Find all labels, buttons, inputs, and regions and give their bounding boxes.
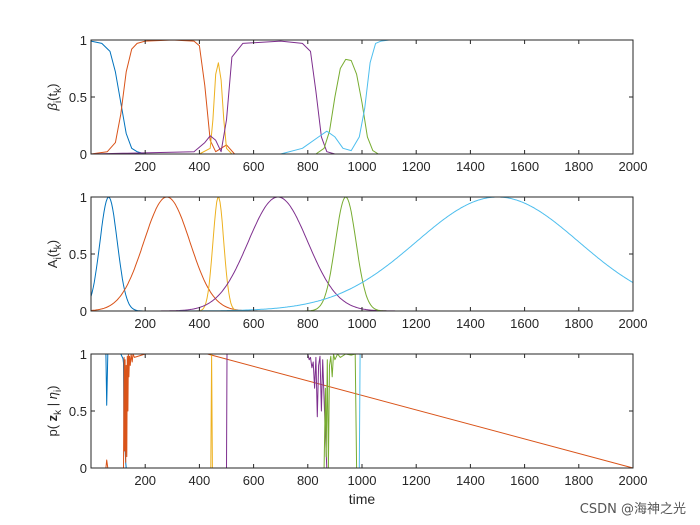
activation-xtick-label: 1200 xyxy=(402,316,431,331)
activation-ylabel: Ai(tk) xyxy=(45,240,64,268)
activation-ticks: 200 400 600 800 1000 1200 1400 1600 1800 2000 0 0.5… xyxy=(69,190,648,331)
likelihood-xtick-label: 600 xyxy=(243,473,265,488)
beta-ticks: 200 400 600 800 1000 1200 1400 1600 1800 2000 0 0.5… xyxy=(69,33,648,174)
activation-xtick-label: 600 xyxy=(243,316,265,331)
activation-xtick-label: 1000 xyxy=(348,316,377,331)
activation-xtick-label: 1600 xyxy=(510,316,539,331)
likelihood-ytick-label: 1 xyxy=(80,347,87,362)
likelihood-ytick-label: 0.5 xyxy=(69,404,87,419)
likelihood-xtick-label: 1400 xyxy=(456,473,485,488)
activation-xtick-label: 400 xyxy=(189,316,211,331)
likelihood-ytick-label: 0 xyxy=(80,461,87,476)
activation-ytick-label: 0 xyxy=(80,304,87,319)
activation-subplot: 200 400 600 800 1000 1200 1400 1600 1800 2000 0 0.5… xyxy=(45,190,647,331)
beta-xtick-label: 1000 xyxy=(348,159,377,174)
likelihood-xtick-label: 1200 xyxy=(402,473,431,488)
beta-ytick-label: 0.5 xyxy=(69,90,87,105)
beta-xtick-label: 1200 xyxy=(402,159,431,174)
beta-xtick-label: 2000 xyxy=(619,159,648,174)
beta-xtick-label: 800 xyxy=(297,159,319,174)
activation-xtick-label: 2000 xyxy=(619,316,648,331)
beta-xtick-label: 600 xyxy=(243,159,265,174)
activation-xtick-label: 800 xyxy=(297,316,319,331)
likelihood-series-1 xyxy=(91,353,633,469)
likelihood-xtick-label: 800 xyxy=(297,473,319,488)
activation-ytick-label: 0.5 xyxy=(69,247,87,262)
activation-xtick-label: 1800 xyxy=(564,316,593,331)
time-xlabel: time xyxy=(349,491,376,507)
likelihood-series-5 xyxy=(91,353,633,469)
watermark: CSDN @海神之光 xyxy=(579,502,686,517)
beta-ylabel: βi(tk) xyxy=(45,84,64,112)
likelihood-ticks: 200 400 600 800 1000 1200 1400 1600 1800 2000 0 0.5… xyxy=(69,347,648,488)
activation-ytick-label: 1 xyxy=(80,190,87,205)
beta-series-5 xyxy=(91,58,633,155)
beta-plot-area xyxy=(91,40,633,154)
activation-plot-area xyxy=(91,197,633,311)
likelihood-subplot: 200 400 600 800 1000 1200 1400 1600 1800 2000 0 0.5… xyxy=(45,347,647,507)
beta-series-4 xyxy=(90,40,633,155)
likelihood-xtick-label: 400 xyxy=(189,473,211,488)
beta-ytick-label: 0 xyxy=(80,147,87,162)
beta-xtick-label: 1600 xyxy=(510,159,539,174)
beta-xtick-label: 1400 xyxy=(456,159,485,174)
likelihood-xtick-label: 2000 xyxy=(619,473,648,488)
beta-series-3 xyxy=(91,62,633,155)
beta-series-group xyxy=(90,39,633,155)
activation-xtick-label: 1400 xyxy=(456,316,485,331)
beta-ytick-label: 1 xyxy=(80,33,87,48)
beta-series-6 xyxy=(91,39,633,155)
likelihood-xtick-label: 1000 xyxy=(348,473,377,488)
beta-subplot: 200 400 600 800 1000 1200 1400 1600 1800 2000 0 0.5… xyxy=(45,33,647,174)
likelihood-xtick-label: 1800 xyxy=(564,473,593,488)
likelihood-plot-area xyxy=(91,354,633,468)
likelihood-xtick-label: 200 xyxy=(134,473,156,488)
likelihood-xtick-label: 1600 xyxy=(510,473,539,488)
beta-xtick-label: 1800 xyxy=(564,159,593,174)
activation-xtick-label: 200 xyxy=(134,316,156,331)
likelihood-ylabel: p( zk | ηi) xyxy=(45,385,64,436)
beta-xtick-label: 200 xyxy=(134,159,156,174)
beta-xtick-label: 400 xyxy=(189,159,211,174)
